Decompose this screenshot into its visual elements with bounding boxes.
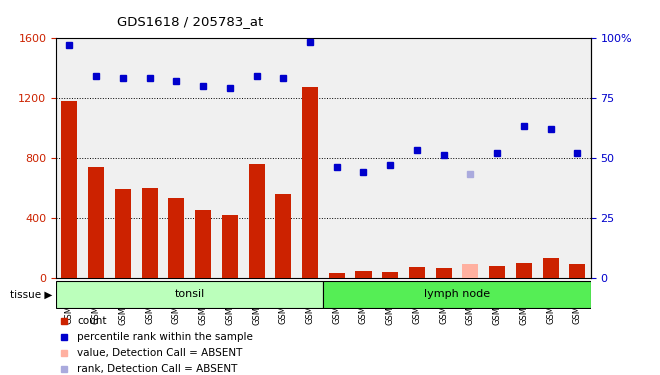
Bar	[249, 164, 265, 278]
Text: value, Detection Call = ABSENT: value, Detection Call = ABSENT	[77, 348, 243, 358]
Bar	[516, 262, 532, 278]
Bar	[88, 166, 104, 278]
Bar	[436, 268, 451, 278]
Bar	[168, 198, 184, 278]
Bar	[463, 264, 478, 278]
Text: rank, Detection Call = ABSENT: rank, Detection Call = ABSENT	[77, 364, 238, 374]
Text: GDS1618 / 205783_at: GDS1618 / 205783_at	[117, 15, 263, 28]
Text: tonsil: tonsil	[175, 290, 205, 299]
Bar	[142, 188, 158, 278]
Bar	[61, 100, 77, 278]
Bar	[356, 271, 372, 278]
Bar	[543, 258, 558, 278]
Bar	[409, 267, 425, 278]
Text: lymph node: lymph node	[424, 290, 490, 299]
Bar	[382, 272, 398, 278]
Bar	[56, 281, 323, 308]
Bar	[489, 266, 505, 278]
Bar	[195, 210, 211, 278]
Text: tissue ▶: tissue ▶	[11, 290, 53, 299]
Bar	[115, 189, 131, 278]
Bar	[329, 273, 345, 278]
Bar	[275, 194, 291, 278]
Bar	[570, 264, 585, 278]
Bar	[302, 87, 318, 278]
Text: percentile rank within the sample: percentile rank within the sample	[77, 332, 253, 342]
Text: count: count	[77, 316, 107, 326]
Bar	[222, 214, 238, 278]
Bar	[323, 281, 591, 308]
